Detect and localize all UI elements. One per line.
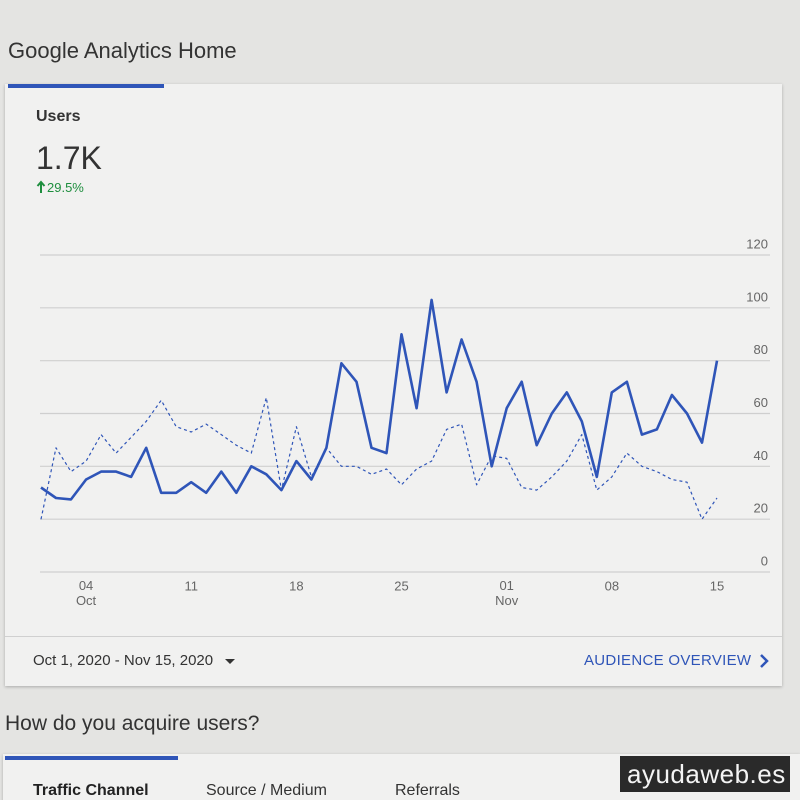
metric-value: 1.7K [36,140,102,176]
y-tick-label: 60 [754,395,768,410]
chart: 0 20 40 60 80 100 120 04 Oct 11 18 25 01 Nov 08 15 [40,236,770,608]
metric-label: Users [36,108,81,125]
tab[interactable]: Traffic Channel [33,782,149,799]
x-tick-label: 25 [394,578,408,593]
divider [5,636,782,637]
tab[interactable]: Source / Medium [206,782,327,799]
watermark-box [620,756,790,792]
x-tick-label: 08 [605,578,619,593]
watermark: ayudaweb.es [627,759,786,789]
series-line [40,397,718,520]
tab-indicator [5,756,178,760]
series-line [40,298,719,501]
x-tick-label: 18 [289,578,303,593]
chevron-icon[interactable] [758,653,770,669]
page-title: Google Analytics Home [8,38,237,63]
dropdown-icon[interactable] [224,657,236,665]
card [5,84,782,686]
y-tick-label: 40 [754,448,768,463]
x-tick-label: 01 Nov [495,578,519,608]
x-tick-label: 15 [710,578,724,593]
y-tick-label: 120 [746,236,768,251]
y-tick-label: 80 [754,342,768,357]
metric-change: 29.5% [47,180,84,195]
y-tick-label: 100 [746,289,768,304]
date-range[interactable]: Oct 1, 2020 - Nov 15, 2020 [33,652,214,669]
x-tick-label: 04 Oct [76,578,97,608]
audience-link[interactable]: AUDIENCE OVERVIEW [584,652,752,669]
y-tick-label: 0 [761,553,768,568]
section-title: How do you acquire users? [5,712,260,735]
tab-indicator [8,84,164,88]
x-tick-label: 11 [184,578,198,593]
y-tick-label: 20 [754,501,768,516]
up-arrow [36,180,46,193]
tab[interactable]: Referrals [395,782,460,799]
